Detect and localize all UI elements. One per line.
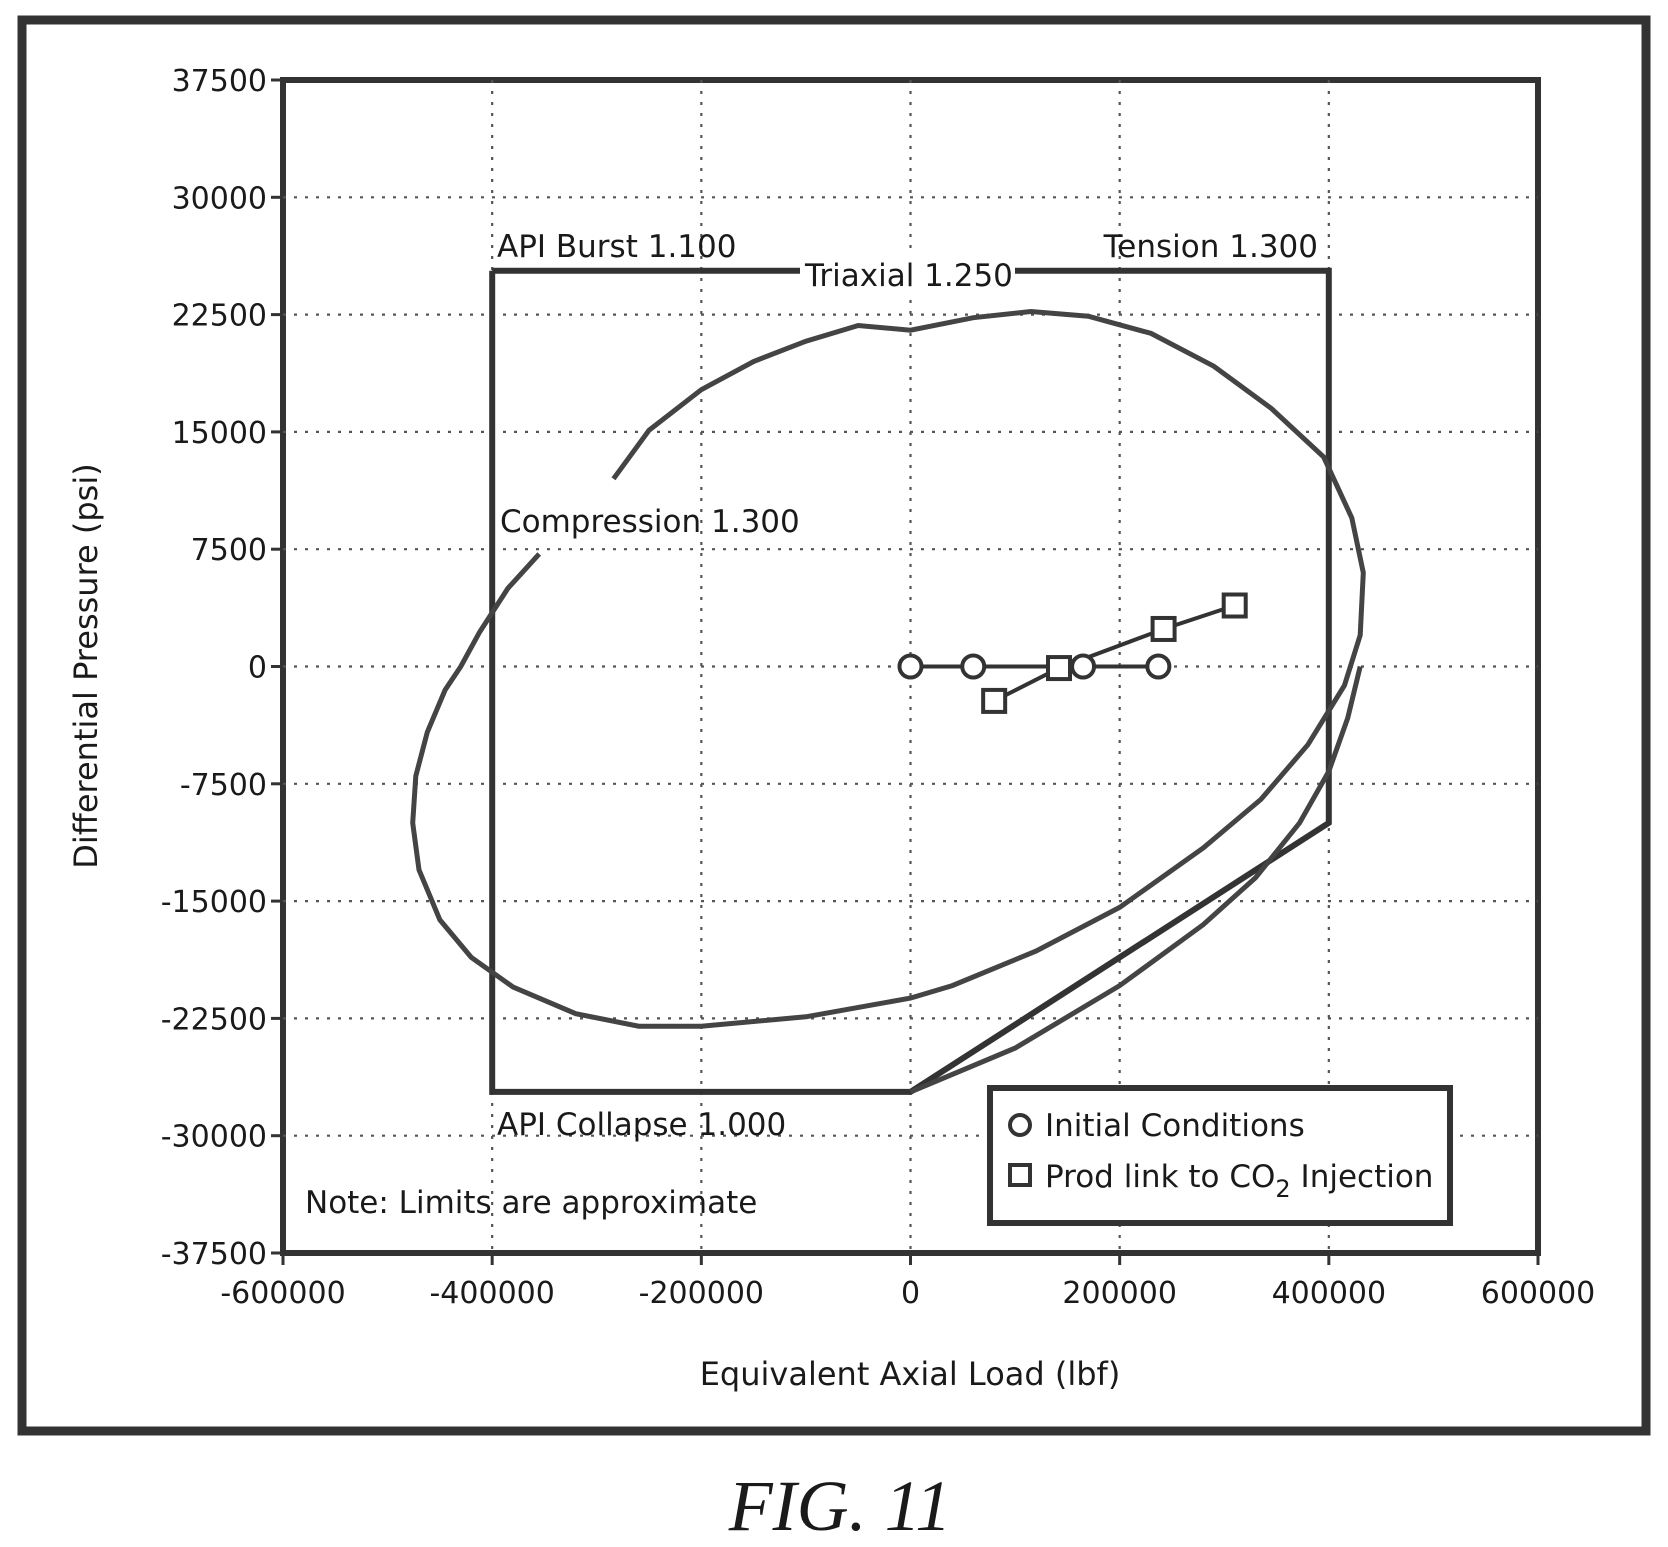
note-text: Note: Limits are approximate [305,1185,757,1221]
marker-prod-1 [1046,655,1073,682]
y-tick-label: -22500 [161,1002,267,1037]
legend: Initial Conditions Prod link to CO2 Inje… [987,1085,1453,1226]
marker-prod-0 [981,687,1008,714]
marker-initial-0 [897,653,924,680]
x-tick-label: 0 [901,1276,920,1311]
y-tick-label: -30000 [161,1120,267,1155]
y-tick-label: -15000 [161,885,267,920]
y-tick-label: 15000 [172,416,267,451]
x-tick-label: -600000 [220,1276,345,1311]
y-tick-label: 22500 [172,299,267,334]
legend-circle-marker [1008,1113,1032,1137]
marker-initial-2 [1070,653,1097,680]
y-tick-labels: 37500 30000 22500 15000 7500 0 -7500 -15000 -225… [161,64,283,1272]
x-tick-label: 400000 [1272,1276,1387,1311]
y-tick-label: -7500 [180,768,267,803]
x-tick-label: -200000 [639,1276,764,1311]
figure-caption: FIG. 11 [728,1466,952,1546]
api-limit-envelope [489,267,1332,1095]
y-tick-label: 7500 [191,533,267,568]
api-burst-label: API Burst 1.100 [497,229,736,265]
x-tick-label: 200000 [1062,1276,1177,1311]
marker-initial-3 [1145,653,1172,680]
legend-box [987,1085,1453,1226]
y-tick-label: 0 [248,651,267,686]
marker-initial-1 [960,653,987,680]
x-tick-labels: -600000 -400000 -200000 0 200000 400000 600000 [220,1253,1595,1311]
triaxial-collapse-curve [909,665,1363,1095]
series-line-1 [993,603,1236,703]
legend-entry-initial: Initial Conditions [1045,1108,1305,1144]
api-collapse-label: API Collapse 1.000 [497,1107,786,1143]
marker-prod-3 [1221,592,1248,619]
triaxial-label: Triaxial 1.250 [804,258,1013,294]
outer-frame [17,15,1651,1436]
triaxial-label-bg [800,252,1015,292]
marker-prod-2 [1150,615,1177,642]
y-tick-label: 30000 [172,181,267,216]
y-tick-label: 37500 [172,64,267,99]
x-axis-title: Equivalent Axial Load (lbf) [700,1355,1121,1393]
legend-entry-prod: Prod link to CO2 Injection [1045,1159,1433,1203]
x-tick-label: -400000 [429,1276,554,1311]
tension-label: Tension 1.300 [1103,229,1318,265]
series-lines [910,603,1236,703]
series-markers [897,592,1248,714]
triaxial-ellipse [410,308,1366,1029]
y-axis-title: Differential Pressure (psi) [67,463,105,868]
y-tick-label: -37500 [161,1237,267,1272]
x-tick-label: 600000 [1481,1276,1596,1311]
legend-square-marker [1008,1163,1032,1187]
compression-label: Compression 1.300 [500,504,800,540]
